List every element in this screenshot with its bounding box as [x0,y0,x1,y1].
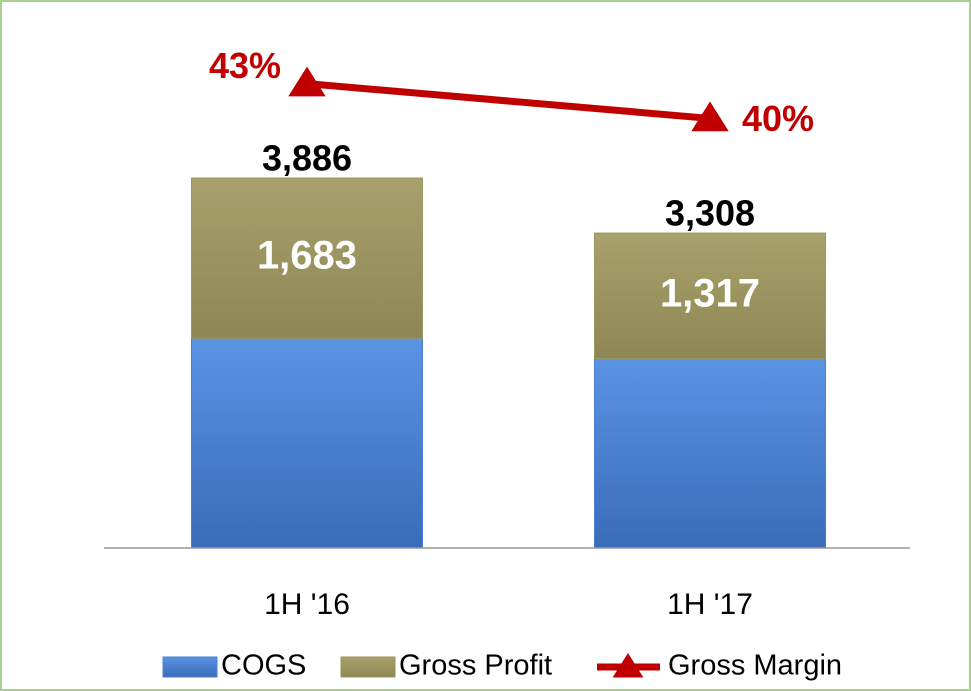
data-label: 1,317 [660,271,760,315]
bar-segment [594,232,826,359]
x-tick-label: 1H '17 [667,588,753,621]
data-label: 43% [209,45,281,86]
legend-swatch [162,656,218,678]
total-label: 3,308 [665,193,755,234]
data-label: 40% [742,98,814,139]
total-label: 3,886 [262,138,352,179]
bar-segment [191,337,423,549]
data-label: 1,683 [257,234,357,278]
legend-label: Gross Profit [399,650,552,682]
legend-swatch [340,656,396,678]
bar-segment [594,357,826,549]
legend-label: Gross Margin [668,650,842,682]
line [306,80,711,122]
line-marker [691,101,729,132]
bar-segment [191,177,423,339]
legend-marker [612,653,644,678]
line-marker [288,66,326,97]
x-tick-label: 1H '16 [264,588,350,621]
legend-label: COGS [221,650,306,682]
